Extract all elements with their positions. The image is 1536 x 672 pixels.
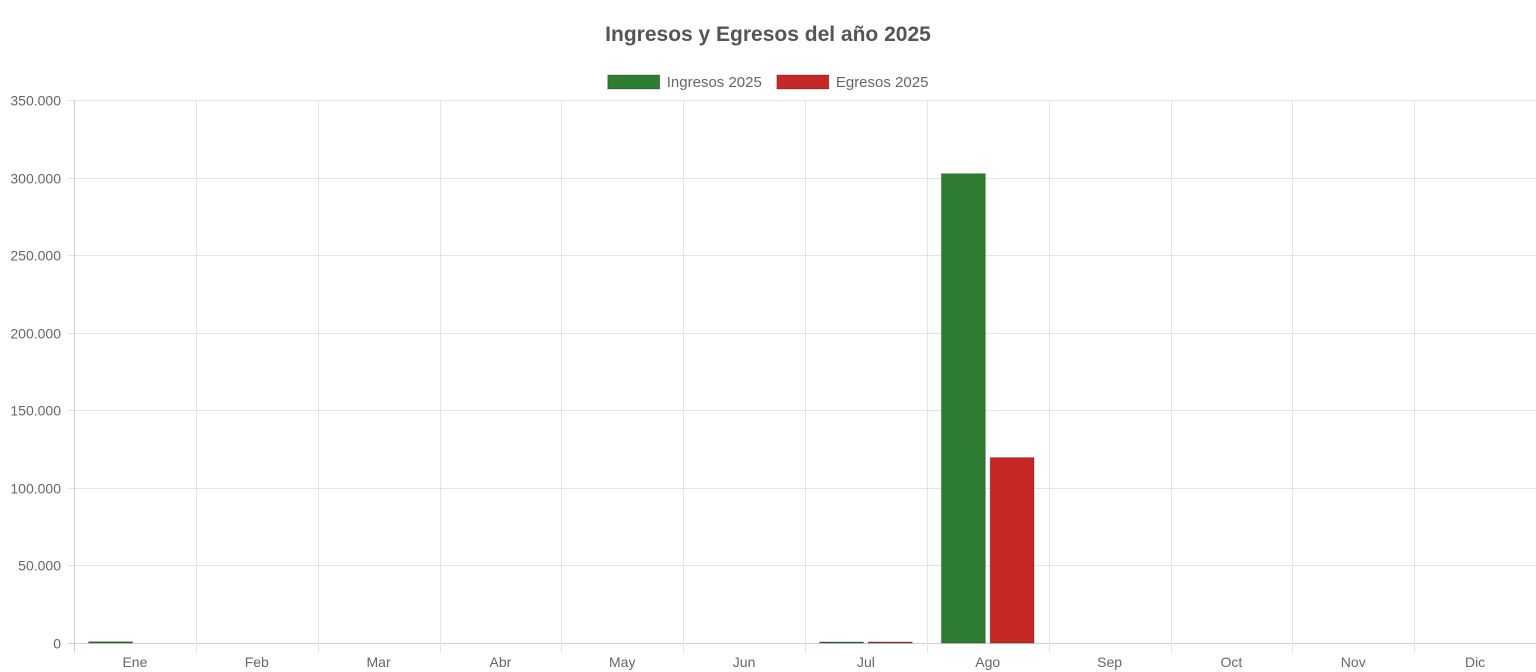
x-tick-label: Abr <box>490 654 512 670</box>
bar-ingresos-2025-ago[interactable] <box>940 173 986 644</box>
x-axis-ticks: Ene Feb Mar Abr May Jun Jul Ago Sep Oct Nov Dic <box>122 654 1485 670</box>
y-tick-label: 300.000 <box>10 171 61 187</box>
x-tick-label: Sep <box>1097 654 1122 670</box>
x-tick-label: Jul <box>857 654 875 670</box>
bar-ingresos-2025-ene[interactable] <box>88 641 133 644</box>
legend: Ingresos 2025 Egresos 2025 <box>607 74 929 91</box>
legend-label: Ingresos 2025 <box>667 74 762 91</box>
gridlines <box>68 100 1536 653</box>
y-tick-label: 150.000 <box>10 403 61 419</box>
legend-item-egresos-2025[interactable]: Egresos 2025 <box>776 74 929 91</box>
y-tick-label: 250.000 <box>10 248 61 264</box>
bars <box>88 173 1035 644</box>
y-tick-label: 100.000 <box>10 481 61 497</box>
x-tick-label: Nov <box>1341 654 1366 670</box>
x-tick-label: Jun <box>733 654 756 670</box>
x-tick-label: Oct <box>1221 654 1243 670</box>
x-tick-label: Dic <box>1465 654 1485 670</box>
x-tick-label: Ene <box>122 654 147 670</box>
x-tick-label: Ago <box>975 654 1000 670</box>
y-tick-label: 350.000 <box>10 93 61 109</box>
chart-title: Ingresos y Egresos del año 2025 <box>605 23 931 46</box>
y-tick-label: 0 <box>53 636 61 652</box>
bar-egresos-2025-ago[interactable] <box>989 457 1035 644</box>
legend-item-ingresos-2025[interactable]: Ingresos 2025 <box>607 74 762 91</box>
x-tick-label: Feb <box>245 654 269 670</box>
y-tick-label: 50.000 <box>18 558 61 574</box>
legend-label: Egresos 2025 <box>836 74 929 91</box>
x-tick-label: Mar <box>367 654 391 670</box>
y-axis-ticks: 0 50.000 100.000 150.000 200.000 250.000 300.0… <box>10 93 61 652</box>
legend-swatch <box>776 74 830 90</box>
bar-egresos-2025-jul[interactable] <box>867 641 913 644</box>
bar-ingresos-2025-jul[interactable] <box>819 641 864 644</box>
x-tick-label: May <box>609 654 635 670</box>
legend-swatch <box>607 74 661 90</box>
y-tick-label: 200.000 <box>10 326 61 342</box>
